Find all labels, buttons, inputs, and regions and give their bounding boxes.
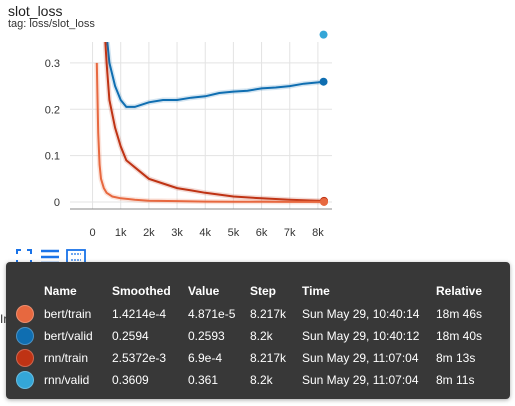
column-header-smoothed: Smoothed bbox=[112, 284, 171, 298]
smoothed-value: 0.2594 bbox=[112, 329, 149, 343]
series-raw-line-bert-valid bbox=[104, 42, 324, 110]
series-line-bert-valid bbox=[106, 42, 324, 108]
fullscreen-icon[interactable] bbox=[14, 248, 34, 266]
x-tick-label: 7k bbox=[284, 227, 296, 239]
y-tick-label: 0.2 bbox=[45, 104, 60, 116]
x-tick-label: 0 bbox=[89, 227, 95, 239]
column-header-value: Value bbox=[188, 284, 220, 298]
tooltip-table: Name Smoothed Value Step Time Relative b… bbox=[16, 279, 488, 391]
x-tick-label: 8k bbox=[312, 227, 324, 239]
series-name: rnn/valid bbox=[44, 373, 90, 387]
x-tick-label: 5k bbox=[228, 227, 240, 239]
series-name: rnn/train bbox=[44, 351, 89, 365]
x-tick-label: 3k bbox=[171, 227, 183, 239]
tooltip-row: rnn/train 2.5372e-3 6.9e-4 8.217k Sun Ma… bbox=[16, 347, 488, 369]
color-column-header bbox=[16, 279, 44, 303]
y-tick-label: 0 bbox=[54, 197, 60, 209]
series-line-rnn-valid bbox=[149, 17, 324, 39]
smoothed-value: 1.4214e-4 bbox=[112, 307, 167, 321]
x-tick-label: 6k bbox=[256, 227, 268, 239]
smoothed-value: 2.5372e-3 bbox=[112, 351, 167, 365]
step-value: 8.2k bbox=[250, 373, 273, 387]
x-tick-label: 1k bbox=[115, 227, 127, 239]
y-tick-label: 0.1 bbox=[45, 151, 60, 163]
smoothed-value: 0.3609 bbox=[112, 373, 149, 387]
relative-value: 18m 46s bbox=[436, 307, 483, 321]
raw-value: 0.361 bbox=[188, 373, 219, 387]
partial-label: Ir bbox=[0, 312, 8, 326]
chart-tag: tag: loss/slot_loss bbox=[8, 18, 95, 30]
relative-value: 8m 11s bbox=[436, 373, 475, 387]
tooltip-row: bert/train 1.4214e-4 4.871e-5 8.217k Sun… bbox=[16, 303, 488, 325]
series-color-dot bbox=[16, 371, 34, 389]
series-endpoint-bert-train bbox=[320, 197, 329, 206]
time-value: Sun May 29, 10:40:12 bbox=[302, 329, 420, 343]
series-color-dot bbox=[16, 305, 34, 323]
time-value: Sun May 29, 11:07:04 bbox=[302, 351, 419, 365]
series-color-dot bbox=[16, 327, 34, 345]
tooltip-row: rnn/valid 0.3609 0.361 8.2k Sun May 29, … bbox=[16, 369, 488, 391]
step-value: 8.2k bbox=[250, 329, 273, 343]
series-color-dot bbox=[16, 349, 34, 367]
time-value: Sun May 29, 11:07:04 bbox=[302, 373, 419, 387]
x-tick-label: 4k bbox=[199, 227, 211, 239]
tooltip-row: bert/valid 0.2594 0.2593 8.2k Sun May 29… bbox=[16, 325, 488, 347]
series-line-bert-train bbox=[95, 62, 325, 203]
line-chart[interactable]: 0 1k 2k 3k 4k 5k 6k 7k 8k 0 0.1 0.2 0.3 bbox=[0, 0, 515, 250]
column-header-name: Name bbox=[44, 284, 77, 298]
series-name: bert/valid bbox=[44, 329, 93, 343]
x-tick-label: 2k bbox=[143, 227, 155, 239]
y-tick-label: 0.3 bbox=[45, 58, 60, 70]
series-endpoint-bert-valid bbox=[319, 77, 328, 86]
raw-value: 4.871e-5 bbox=[188, 307, 236, 321]
time-value: Sun May 29, 10:40:14 bbox=[302, 307, 420, 321]
series-name: bert/train bbox=[44, 307, 92, 321]
tooltip-header-row: Name Smoothed Value Step Time Relative bbox=[16, 279, 488, 303]
data-tooltip: Name Smoothed Value Step Time Relative b… bbox=[6, 262, 510, 399]
column-header-step: Step bbox=[250, 284, 277, 298]
raw-value: 0.2593 bbox=[188, 329, 225, 343]
column-header-time: Time bbox=[302, 284, 330, 298]
relative-value: 8m 13s bbox=[436, 351, 476, 365]
chart-title: slot_loss bbox=[8, 3, 63, 19]
column-header-relative: Relative bbox=[436, 284, 483, 298]
series-line-rnn-train bbox=[104, 42, 325, 202]
relative-value: 18m 40s bbox=[436, 329, 483, 343]
series-raw-line-rnn-valid bbox=[149, 17, 324, 39]
raw-value: 6.9e-4 bbox=[188, 351, 223, 365]
step-value: 8.217k bbox=[250, 307, 287, 321]
series-endpoint-rnn-valid bbox=[319, 30, 328, 39]
step-value: 8.217k bbox=[250, 351, 287, 365]
